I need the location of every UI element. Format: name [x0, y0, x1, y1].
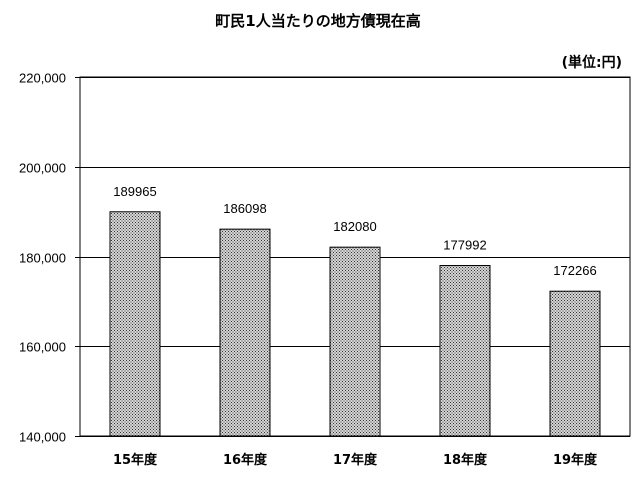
category-label: 17年度	[333, 452, 378, 468]
chart-title: 町民1人当たりの地方債現在高	[215, 12, 421, 30]
data-label: 177992	[443, 238, 486, 253]
y-tick-label: 220,000	[19, 71, 66, 86]
category-label: 15年度	[113, 452, 158, 468]
category-label: 18年度	[443, 452, 488, 468]
y-tick-label: 200,000	[19, 161, 66, 176]
bar	[549, 290, 601, 437]
bar	[109, 211, 161, 437]
y-tick-label: 140,000	[19, 430, 66, 445]
bar	[439, 265, 491, 437]
category-label: 19年度	[553, 452, 598, 468]
category-label: 16年度	[223, 452, 268, 468]
data-label: 172266	[553, 263, 596, 278]
data-label: 186098	[223, 201, 266, 216]
unit-label: (単位:円)	[561, 55, 622, 71]
data-label: 189965	[113, 184, 156, 199]
data-label: 182080	[333, 219, 376, 234]
plot-area-frame	[79, 76, 631, 437]
bar	[329, 246, 381, 437]
y-tick-label: 180,000	[19, 251, 66, 266]
y-tick-label: 160,000	[19, 340, 66, 355]
bar	[219, 228, 271, 437]
